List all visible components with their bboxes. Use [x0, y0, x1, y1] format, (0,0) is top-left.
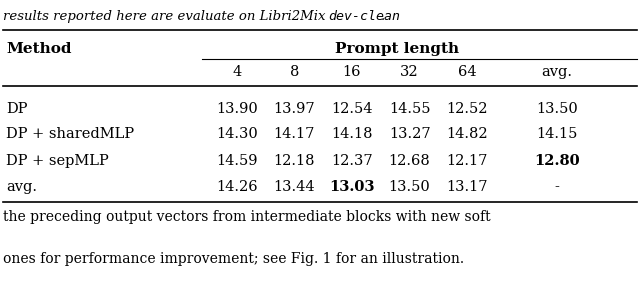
Text: 12.52: 12.52 [447, 102, 488, 116]
Text: 13.50: 13.50 [536, 102, 578, 116]
Text: 14.55: 14.55 [389, 102, 430, 116]
Text: the preceding output vectors from intermediate blocks with new soft: the preceding output vectors from interm… [3, 210, 491, 224]
Text: ones for performance improvement; see Fig. 1 for an illustration.: ones for performance improvement; see Fi… [3, 252, 465, 266]
Text: 12.18: 12.18 [274, 154, 315, 168]
Text: 12.37: 12.37 [331, 154, 373, 168]
Text: 13.97: 13.97 [273, 102, 316, 116]
Text: 14.30: 14.30 [216, 127, 258, 142]
Text: 64: 64 [458, 65, 477, 80]
Text: 13.50: 13.50 [388, 180, 431, 194]
Text: Prompt length: Prompt length [335, 42, 459, 56]
Text: 13.44: 13.44 [273, 180, 316, 194]
Text: Method: Method [6, 42, 72, 56]
Text: avg.: avg. [6, 180, 37, 194]
Text: -: - [554, 180, 559, 194]
Text: 14.17: 14.17 [274, 127, 315, 142]
Text: 12.54: 12.54 [332, 102, 372, 116]
Text: 14.15: 14.15 [536, 127, 577, 142]
Text: avg.: avg. [541, 65, 572, 80]
Text: 8: 8 [290, 65, 299, 80]
Text: 13.27: 13.27 [388, 127, 431, 142]
Text: 14.18: 14.18 [332, 127, 372, 142]
Text: 13.90: 13.90 [216, 102, 258, 116]
Text: 13.17: 13.17 [447, 180, 488, 194]
Text: 12.17: 12.17 [447, 154, 488, 168]
Text: DP + sepMLP: DP + sepMLP [6, 154, 109, 168]
Text: DP + sharedMLP: DP + sharedMLP [6, 127, 134, 142]
Text: 14.26: 14.26 [216, 180, 258, 194]
Text: 12.68: 12.68 [388, 154, 431, 168]
Text: 32: 32 [400, 65, 419, 80]
Text: DP: DP [6, 102, 28, 116]
Text: 16: 16 [343, 65, 361, 80]
Text: results reported here are evaluate on Libri2Mix: results reported here are evaluate on Li… [3, 10, 330, 23]
Text: 4: 4 [232, 65, 241, 80]
Text: 13.03: 13.03 [329, 180, 375, 194]
Text: 14.59: 14.59 [216, 154, 257, 168]
Text: dev-clean: dev-clean [328, 10, 401, 23]
Text: .: . [381, 10, 385, 23]
Text: 12.80: 12.80 [534, 154, 580, 168]
Text: 14.82: 14.82 [446, 127, 488, 142]
